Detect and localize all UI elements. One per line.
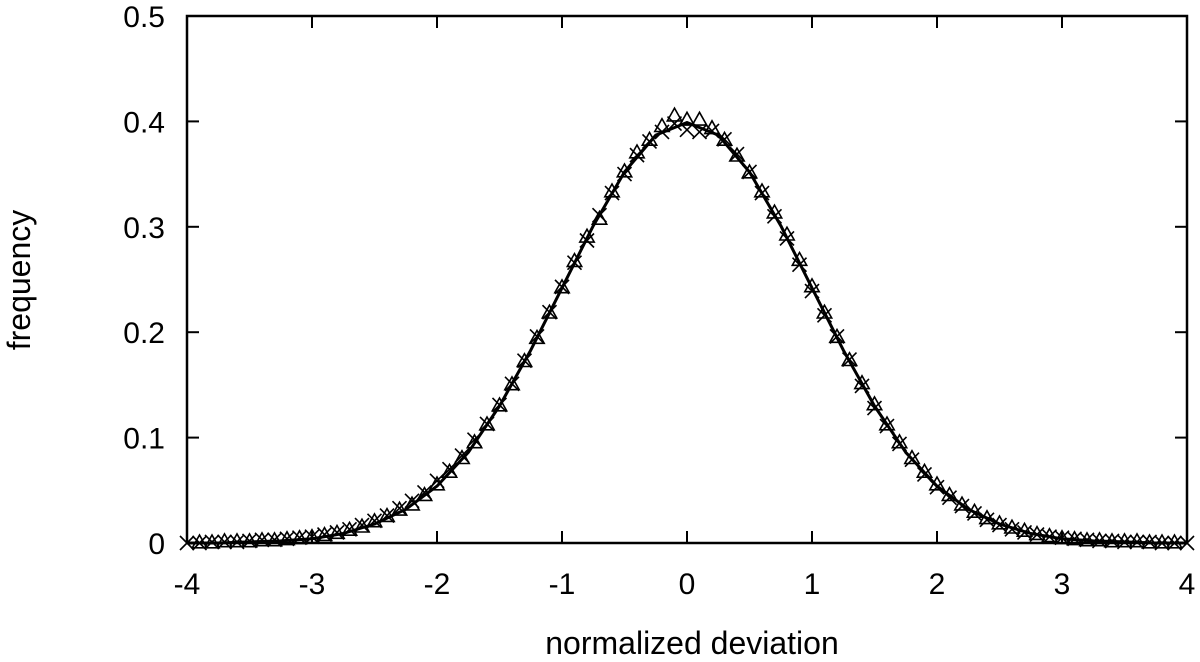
- x-tick-label: 3: [1054, 568, 1071, 601]
- triangle-point: [540, 303, 559, 319]
- x-tick-labels: -4 -3 -2 -1 0 1 2 3 4: [174, 568, 1196, 601]
- cross-point: [329, 524, 345, 541]
- cross-point: [404, 493, 420, 509]
- triangle-point: [215, 532, 234, 548]
- triangle-point: [840, 351, 859, 367]
- cross-point: [316, 527, 333, 543]
- cross-point: [441, 461, 458, 477]
- x-tick-label: -1: [549, 568, 576, 601]
- triangle-point: [340, 520, 359, 537]
- triangle-point: [278, 530, 296, 546]
- triangle-point: [528, 328, 546, 345]
- triangle-point: [515, 352, 534, 368]
- triangle-point: [828, 327, 846, 344]
- triangle-point: [290, 529, 309, 545]
- cross-point: [429, 473, 445, 489]
- triangle-point: [1128, 532, 1146, 548]
- triangle-point: [315, 525, 334, 542]
- series-layer: [179, 106, 1195, 551]
- axis-ticks: [186, 15, 1188, 544]
- triangle-point: [553, 278, 571, 294]
- triangle-point: [228, 532, 246, 548]
- triangle-point: [478, 415, 496, 431]
- triangle-point: [253, 531, 271, 547]
- triangle-point: [665, 106, 684, 122]
- x-tick-label: 4: [1179, 568, 1196, 601]
- plot-area: [179, 14, 1195, 551]
- y-tick-label: 0.1: [123, 423, 165, 456]
- triangle-point: [503, 375, 521, 391]
- triangle-point: [390, 500, 409, 516]
- x-tick-label: 1: [804, 568, 821, 601]
- triangle-point: [678, 110, 696, 126]
- series-cross: [179, 115, 1195, 551]
- triangle-point: [1153, 533, 1171, 549]
- cross-point: [291, 530, 308, 546]
- x-tick-label: 0: [679, 568, 696, 601]
- triangle-point: [1165, 533, 1184, 549]
- x-tick-label: -2: [424, 568, 451, 601]
- triangle-point: [265, 531, 284, 547]
- triangle-point: [578, 227, 596, 243]
- triangle-point: [190, 533, 209, 549]
- x-tick-label: -3: [299, 568, 326, 601]
- triangle-point: [690, 110, 709, 126]
- triangle-point: [203, 533, 221, 549]
- triangle-point: [365, 512, 384, 528]
- fit-curve: [187, 121, 1187, 545]
- y-tick-labels: 0 0.1 0.2 0.3 0.4 0.5: [123, 1, 165, 561]
- x-tick-label: -4: [174, 568, 201, 601]
- cross-point: [454, 447, 470, 464]
- x-axis-label: normalized deviation: [545, 625, 839, 661]
- cross-point: [279, 531, 295, 547]
- y-tick-label: 0.4: [123, 106, 165, 139]
- series-line: [187, 121, 1187, 545]
- series-triangle: [190, 106, 1184, 549]
- cross-point: [691, 124, 708, 140]
- cross-point: [304, 529, 320, 545]
- y-tick-label: 0.3: [123, 212, 165, 245]
- triangle-point: [303, 528, 321, 544]
- plot-frame: [185, 14, 1189, 545]
- triangle-point: [328, 523, 346, 540]
- triangle-point: [865, 395, 884, 411]
- y-axis-label: frequency: [1, 210, 37, 351]
- triangle-point: [1090, 531, 1109, 547]
- y-tick-label: 0.2: [123, 317, 165, 350]
- y-tick-label: 0.5: [123, 1, 165, 34]
- x-tick-label: 2: [929, 568, 946, 601]
- cross-point: [254, 532, 270, 548]
- triangle-point: [465, 433, 484, 449]
- triangle-point: [740, 163, 759, 179]
- y-tick-label: 0: [148, 528, 165, 561]
- triangle-point: [490, 396, 509, 412]
